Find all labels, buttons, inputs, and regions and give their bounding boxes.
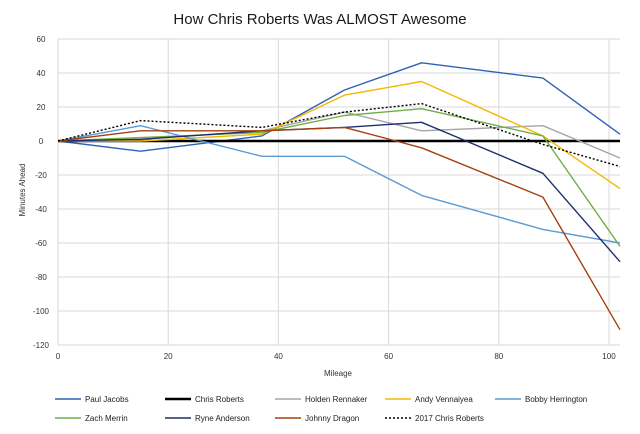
y-tick-label: 60 [37,35,46,44]
series-line-3 [58,80,621,190]
y-tick-label: -80 [35,273,47,282]
legend-label: Johnny Dragon [305,414,359,423]
legend-label: Holden Rennaker [305,395,368,404]
series-line-0 [57,62,621,152]
x-tick-label: 0 [56,352,61,361]
series-line-4 [57,124,621,244]
series-line-6 [57,121,621,263]
y-axis-label: Minutes Ahead [18,164,27,217]
y-tick-label: 0 [39,137,44,146]
y-tick-label: -100 [33,307,50,316]
x-tick-label: 100 [602,352,616,361]
chart-title: How Chris Roberts Was ALMOST Awesome [173,11,466,28]
series-line-8 [57,102,621,168]
x-tick-label: 20 [164,352,173,361]
y-tick-label: -40 [35,205,47,214]
y-tick-label: -120 [33,341,50,350]
x-tick-label: 40 [274,352,283,361]
legend-label: Andy Vennaiyea [415,395,473,404]
y-tick-labels: 60 40 20 0 -20 -40 -60 -80 -100 -120 [33,35,50,350]
series-lines [57,62,621,331]
legend-label: Chris Roberts [195,395,244,404]
legend-label: Ryne Anderson [195,414,250,423]
y-tick-label: -20 [35,171,47,180]
legend: Paul Jacobs Chris Roberts Holden Rennaker A… [55,395,587,423]
x-tick-label: 80 [494,352,503,361]
x-tick-labels: 0 20 40 60 80 100 [56,352,616,361]
y-tick-label: -60 [35,239,47,248]
legend-label: 2017 Chris Roberts [415,414,484,423]
y-tick-label: 40 [37,69,46,78]
legend-label: Zach Merrin [85,414,128,423]
y-tick-label: 20 [37,103,46,112]
series-line-5 [57,107,621,247]
x-axis-label: Mileage [324,369,353,378]
legend-label: Bobby Herrington [525,395,587,404]
series-line-7 [57,126,621,331]
gridlines [57,38,620,346]
legend-label: Paul Jacobs [85,395,129,404]
x-tick-label: 60 [384,352,393,361]
